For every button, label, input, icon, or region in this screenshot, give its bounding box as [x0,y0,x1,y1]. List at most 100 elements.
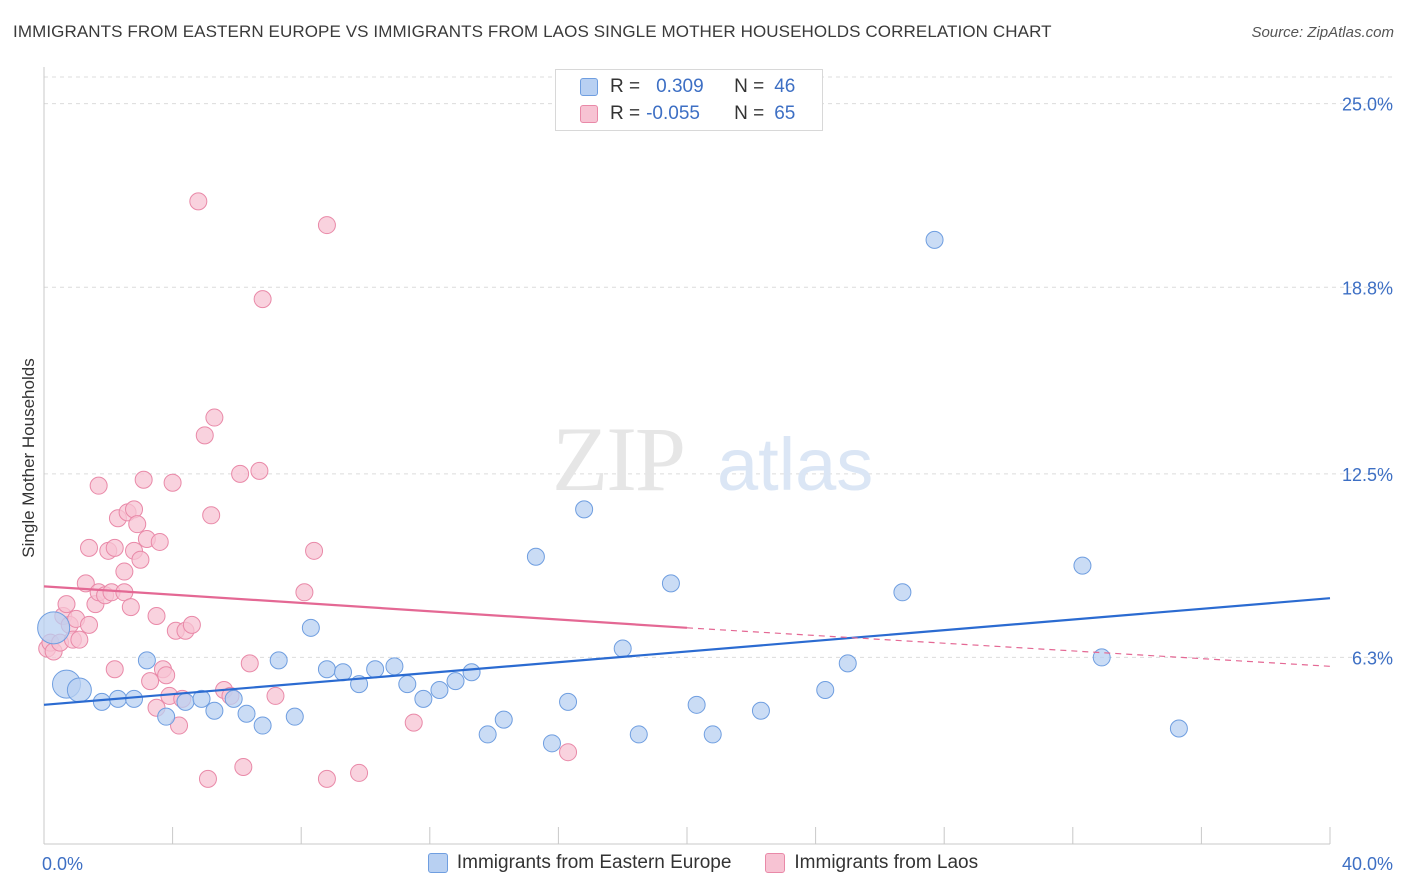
tick-labels: 6.3% 12.5% 18.8% 25.0% 0.0% 40.0% [42,95,1393,874]
laos-point [115,562,134,581]
eastern-europe-point [925,230,944,249]
eastern-europe-point [838,654,857,673]
legend-swatch-blue [427,853,448,873]
laos-point [195,426,214,445]
y-tick-label: 18.8% [1342,278,1393,298]
laos-point [198,769,217,788]
laos-point [163,473,182,492]
eastern-europe-point [751,701,770,720]
eastern-europe-point [430,681,449,700]
laos-point [231,464,250,483]
y-axis-label: Single Mother Households [19,358,38,557]
bottom-legend: Immigrants from Eastern Europe Immigrant… [0,852,1406,874]
laos-point [125,500,144,519]
n-label: N = [734,76,765,97]
eastern-europe-point [66,677,92,703]
eastern-europe-point [446,672,465,691]
eastern-europe-point [92,692,111,711]
pink-swatch [580,105,598,123]
eastern-europe-point [703,725,722,744]
stats-legend: R = 0.309 N = 46 R = -0.055 N = 65 [555,69,823,131]
eastern-europe-point [269,651,288,670]
y-tick-label: 12.5% [1342,465,1393,485]
x-tick-label: 40.0% [1342,854,1393,874]
n-label: N = [734,103,765,124]
eastern-europe-point [253,716,272,735]
eastern-europe-point [494,710,513,729]
laos-point [182,615,201,634]
legend-swatch-pink [765,853,786,873]
watermark: ZIP atlas [552,408,873,510]
eastern-europe-points [37,230,1188,753]
eastern-europe-point [629,725,648,744]
laos-point [202,506,221,525]
legend-item-eastern-europe[interactable]: Immigrants from Eastern Europe [427,852,731,874]
laos-point [89,476,108,495]
eastern-europe-point [176,692,195,711]
laos-point [240,654,259,673]
eastern-europe-point [301,618,320,637]
trend-lines [43,585,1331,706]
watermark-zip: ZIP [552,408,684,510]
eastern-europe-point [613,639,632,658]
eastern-europe-point [1169,719,1188,738]
laos-point [105,660,124,679]
eastern-europe-point [478,725,497,744]
watermark-atlas: atlas [717,423,873,506]
stats-row-eastern-europe: R = 0.309 N = 46 [580,75,795,99]
eastern-europe-point [137,651,156,670]
laos-point [253,290,272,309]
axes [43,67,1331,845]
chart-title: IMMIGRANTS FROM EASTERN EUROPE VS IMMIGR… [13,22,1052,41]
laos-point [80,615,99,634]
blue-swatch [580,78,598,96]
x-tick-label: 0.0% [42,854,83,874]
y-tick-label: 25.0% [1342,95,1393,115]
eastern-europe-point [398,675,417,694]
eastern-europe-point [37,611,71,645]
laos-point [305,541,324,560]
laos-point [189,192,208,211]
legend-item-laos[interactable]: Immigrants from Laos [765,852,978,874]
eastern-europe-point [333,663,352,682]
trend-line-laos [43,585,688,629]
stats-row-laos: R = -0.055 N = 65 [580,102,795,126]
r-label: R = [610,76,641,97]
eastern-europe-point [317,660,336,679]
trend-line-eastern-europe [43,597,1331,706]
eastern-europe-point [192,689,211,708]
y-tick-label: 6.3% [1352,648,1393,668]
laos-point [70,630,89,649]
laos-point [295,583,314,602]
eastern-europe-point [661,574,680,593]
eastern-europe-point [205,701,224,720]
n-value: 46 [774,76,796,97]
eastern-europe-point [1092,648,1111,667]
legend-label: Immigrants from Laos [794,852,979,873]
eastern-europe-point [1073,556,1092,575]
eastern-europe-point [816,681,835,700]
laos-point [57,595,76,614]
laos-point [170,716,189,735]
laos-point [266,686,285,705]
laos-point [157,666,176,685]
eastern-europe-point [414,689,433,708]
laos-point [131,550,150,569]
eastern-europe-point [575,500,594,519]
eastern-europe-point [462,663,481,682]
r-label: R = [610,103,641,124]
laos-point [234,758,253,777]
laos-point [105,538,124,557]
laos-point [147,606,166,625]
eastern-europe-point [687,695,706,714]
eastern-europe-point [893,583,912,602]
eastern-europe-point [366,660,385,679]
eastern-europe-point [526,547,545,566]
eastern-europe-point [224,689,243,708]
laos-point [317,769,336,788]
r-value: 0.309 [656,76,704,97]
laos-point [76,574,95,593]
source-label: Source: ZipAtlas.com [1251,24,1394,41]
laos-point [404,713,423,732]
